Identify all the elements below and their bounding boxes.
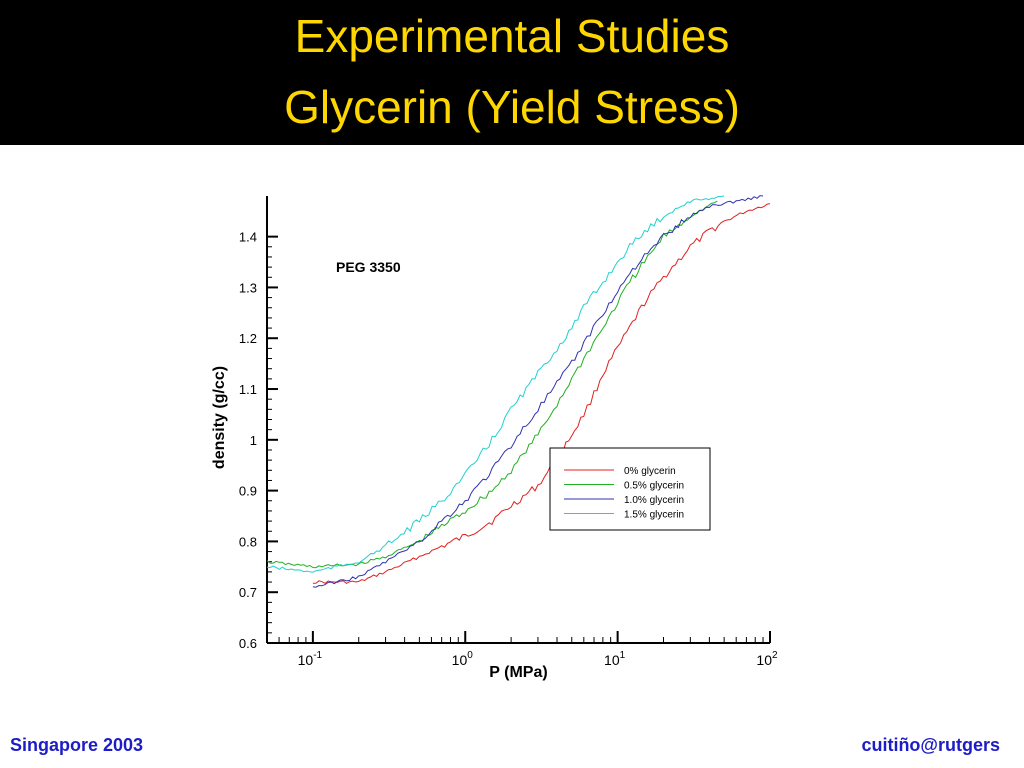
x-tick-label: 101 — [604, 650, 626, 668]
x-tick-base: 10 — [756, 652, 772, 668]
y-tick-label: 1.1 — [239, 382, 257, 397]
y-tick-label: 1 — [250, 433, 257, 448]
legend-label: 0.5% glycerin — [624, 481, 684, 492]
x-axis-label: P (MPa) — [489, 664, 547, 681]
y-tick-label: 0.6 — [239, 636, 257, 651]
slide-title-line-2: Glycerin (Yield Stress) — [284, 81, 740, 133]
x-tick-exponent: 0 — [467, 650, 473, 661]
x-tick-label: 10-1 — [298, 650, 323, 668]
footer-author: cuitiño@rutgers — [861, 735, 1000, 755]
x-tick-base: 10 — [452, 652, 468, 668]
x-tick-exponent: 2 — [772, 650, 778, 661]
series-line-2 — [312, 195, 764, 588]
x-tick-label: 100 — [452, 650, 474, 668]
y-tick-label: 1.4 — [239, 230, 257, 245]
y-tick-label: 1.2 — [239, 331, 257, 346]
y-tick-label: 0.8 — [239, 534, 257, 549]
series-line-3 — [266, 195, 725, 573]
legend-label: 0% glycerin — [624, 466, 676, 477]
legend-box — [549, 447, 711, 531]
legend-label: 1.0% glycerin — [624, 495, 684, 506]
slide-title-line-1: Experimental Studies — [294, 10, 730, 62]
y-tick-label: 0.7 — [239, 585, 257, 600]
x-tick-exponent: 1 — [620, 650, 626, 661]
x-tick-exponent: -1 — [313, 650, 322, 661]
x-tick-label: 102 — [756, 650, 778, 668]
y-tick-label: 1.3 — [239, 280, 257, 295]
series-line-0 — [312, 203, 771, 584]
title-band: Experimental Studies Glycerin (Yield Str… — [0, 0, 1024, 145]
y-tick-label: 0.9 — [239, 484, 257, 499]
legend-label: 1.5% glycerin — [624, 510, 684, 521]
footer-location: Singapore 2003 — [10, 735, 144, 755]
chart-annotation: PEG 3350 — [336, 259, 401, 275]
x-tick-base: 10 — [298, 652, 314, 668]
y-axis-label: density (g/cc) — [211, 366, 228, 469]
x-tick-base: 10 — [604, 652, 620, 668]
